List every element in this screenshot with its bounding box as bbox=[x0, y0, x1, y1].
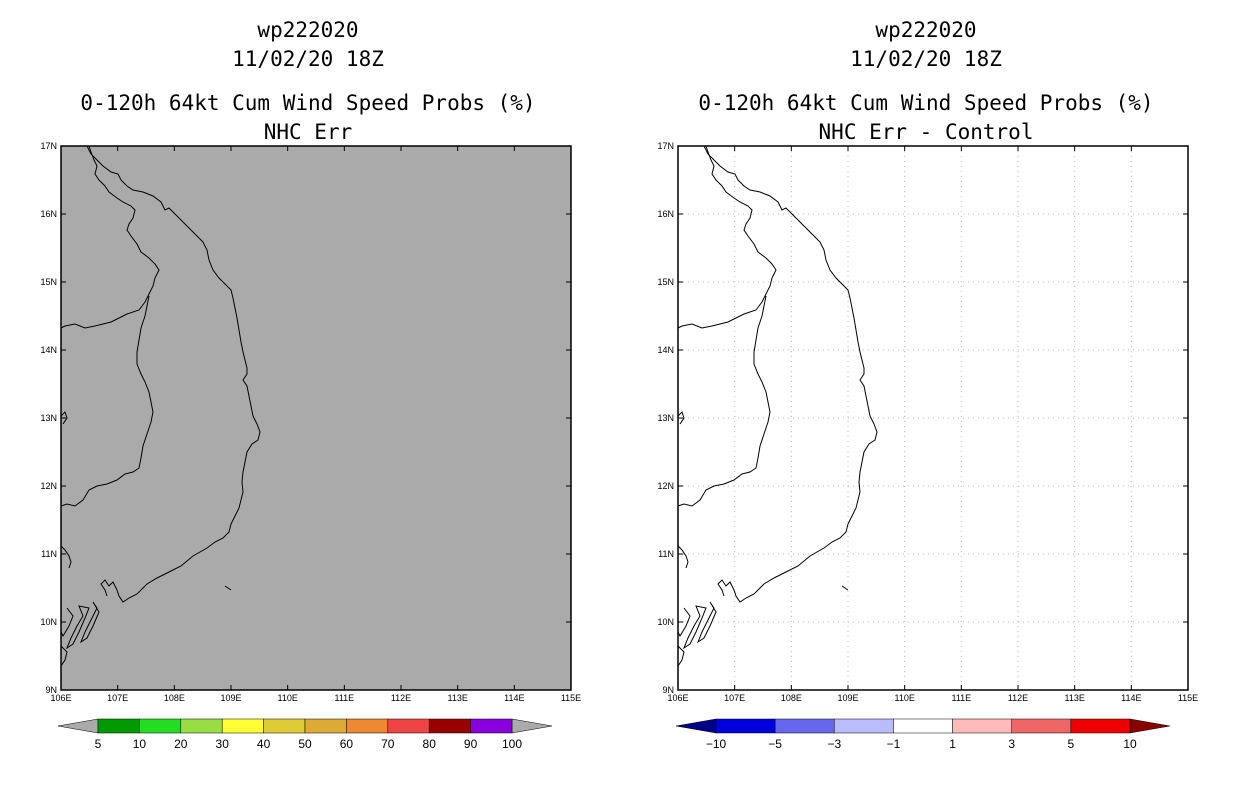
colorbar-label: 30 bbox=[216, 737, 230, 751]
lat-tick-label: 10N bbox=[40, 617, 57, 627]
colorbar-segment bbox=[1011, 718, 1072, 734]
lon-tick-label: 110E bbox=[894, 693, 914, 703]
colorbar-segment bbox=[139, 718, 182, 734]
lat-tick-label: 16N bbox=[657, 209, 674, 219]
lon-tick-label: 107E bbox=[107, 693, 128, 703]
colorbar-segment bbox=[304, 718, 347, 734]
lat-tick-label: 12N bbox=[657, 481, 674, 491]
colorbar-label: −1 bbox=[887, 737, 901, 751]
colorbar-label: 50 bbox=[298, 737, 312, 751]
colorbar-label: −5 bbox=[768, 737, 782, 751]
lon-tick-label: 113E bbox=[447, 693, 467, 703]
lon-tick-label: 110E bbox=[277, 693, 297, 703]
map-grid bbox=[678, 146, 1188, 690]
product-title: 0-120h 64kt Cum Wind Speed Probs (%) bbox=[80, 91, 535, 115]
lon-tick-label: 106E bbox=[667, 693, 688, 703]
colorbar: −10 −5 −3 −1 1 3 5 10 bbox=[675, 718, 1171, 751]
colorbar-segment bbox=[952, 718, 1012, 734]
map-panel-1: wp222020 11/02/20 18Z 0-120h 64kt Cum Wind… bbox=[40, 18, 581, 751]
lon-tick-label: 112E bbox=[391, 693, 411, 703]
lat-tick-label: 13N bbox=[657, 413, 674, 423]
lon-tick-label: 114E bbox=[504, 693, 524, 703]
colorbar-segment bbox=[180, 718, 223, 734]
colorbar-label: 90 bbox=[464, 737, 478, 751]
lat-tick-label: 17N bbox=[40, 141, 57, 151]
colorbar-segment bbox=[97, 718, 140, 734]
lat-tick-label: 16N bbox=[40, 209, 57, 219]
colorbar-label: 20 bbox=[174, 737, 188, 751]
lon-tick-label: 107E bbox=[724, 693, 745, 703]
lat-tick-label: 15N bbox=[657, 277, 674, 287]
colorbar-label: −10 bbox=[706, 737, 727, 751]
lat-tick-label: 13N bbox=[40, 413, 57, 423]
colorbar-end-left bbox=[57, 718, 99, 734]
forecast-date: 11/02/20 18Z bbox=[850, 47, 1002, 71]
product-subtitle: NHC Err bbox=[264, 120, 353, 144]
colorbar-end-left bbox=[675, 718, 717, 734]
colorbar-segment bbox=[834, 718, 894, 734]
colorbar-label: 80 bbox=[423, 737, 437, 751]
colorbar-segment bbox=[263, 718, 306, 734]
colorbar: 5 10 20 30 40 50 60 70 80 90 100 bbox=[57, 718, 553, 751]
lat-tick-label: 15N bbox=[40, 277, 57, 287]
storm-id: wp222020 bbox=[257, 18, 358, 42]
colorbar-segment bbox=[346, 718, 389, 734]
lat-tick-label: 11N bbox=[41, 549, 57, 559]
colorbar-label: 5 bbox=[1068, 737, 1075, 751]
lon-tick-label: 112E bbox=[1008, 693, 1028, 703]
lat-tick-label: 12N bbox=[40, 481, 57, 491]
colorbar-label: 10 bbox=[133, 737, 147, 751]
colorbar-label: −3 bbox=[827, 737, 841, 751]
colorbar-segment bbox=[221, 718, 264, 734]
lat-tick-label: 10N bbox=[657, 617, 674, 627]
lat-tick-label: 17N bbox=[657, 141, 674, 151]
colorbar-label: 40 bbox=[257, 737, 271, 751]
colorbar-segment bbox=[1070, 718, 1131, 734]
lat-tick-label: 9N bbox=[662, 685, 674, 695]
lon-tick-label: 115E bbox=[1178, 693, 1198, 703]
lon-tick-label: 111E bbox=[951, 693, 971, 703]
lon-tick-label: 111E bbox=[334, 693, 354, 703]
lat-tick-label: 14N bbox=[657, 345, 674, 355]
storm-id: wp222020 bbox=[875, 18, 976, 42]
colorbar-label: 10 bbox=[1123, 737, 1137, 751]
lon-tick-label: 113E bbox=[1064, 693, 1084, 703]
map-area bbox=[61, 146, 571, 690]
colorbar-label: 60 bbox=[340, 737, 354, 751]
product-subtitle: NHC Err - Control bbox=[819, 120, 1034, 144]
lon-tick-label: 109E bbox=[220, 693, 241, 703]
colorbar-end-right bbox=[1129, 718, 1171, 734]
colorbar-segment bbox=[470, 718, 513, 734]
lat-tick-label: 14N bbox=[40, 345, 57, 355]
lon-tick-label: 108E bbox=[164, 693, 185, 703]
lat-tick-label: 11N bbox=[658, 549, 674, 559]
lon-tick-label: 115E bbox=[561, 693, 581, 703]
colorbar-segment bbox=[893, 718, 953, 734]
map-panel-2: wp222020 11/02/20 18Z 0-120h 64kt Cum Wind… bbox=[657, 18, 1198, 751]
colorbar-segment bbox=[387, 718, 430, 734]
colorbar-segment bbox=[774, 718, 835, 734]
lon-tick-label: 108E bbox=[781, 693, 802, 703]
colorbar-label: 1 bbox=[949, 737, 956, 751]
colorbar-label: 70 bbox=[381, 737, 395, 751]
product-title: 0-120h 64kt Cum Wind Speed Probs (%) bbox=[698, 91, 1153, 115]
colorbar-end-right bbox=[511, 718, 553, 734]
colorbar-label: 100 bbox=[502, 737, 522, 751]
lat-tick-label: 9N bbox=[45, 685, 57, 695]
lon-tick-label: 109E bbox=[837, 693, 858, 703]
lon-tick-label: 114E bbox=[1121, 693, 1141, 703]
forecast-date: 11/02/20 18Z bbox=[232, 47, 384, 71]
colorbar-label: 3 bbox=[1008, 737, 1015, 751]
colorbar-segment bbox=[715, 718, 776, 734]
colorbar-segment bbox=[428, 718, 471, 734]
lon-tick-label: 106E bbox=[50, 693, 71, 703]
colorbar-label: 5 bbox=[95, 737, 102, 751]
